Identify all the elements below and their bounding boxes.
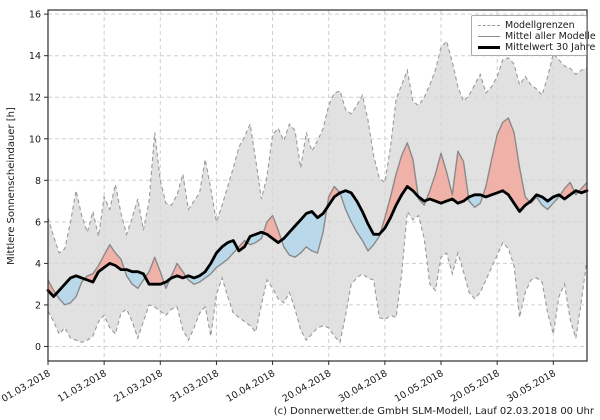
model-range-band [48, 41, 587, 343]
thick-black-line-icon [478, 46, 500, 49]
x-tick-label: 21.03.2018 [112, 368, 165, 405]
y-tick-label: 12 [29, 93, 41, 104]
x-tick-label: 20.05.2018 [449, 368, 502, 405]
y-tick-label: 10 [29, 134, 41, 145]
legend-label: Mittel aller Modelle [505, 31, 596, 42]
x-tick-label: 30.05.2018 [505, 368, 558, 405]
y-tick-label: 4 [35, 259, 41, 270]
plot-border [47, 9, 588, 362]
y-tick-label: 6 [35, 217, 41, 228]
copyright-caption: (c) Donnerwetter.de GmbH SLM-Modell, Lau… [273, 406, 594, 417]
x-tick-label: 31.03.2018 [168, 368, 221, 405]
y-tick-label: 16 [29, 10, 41, 21]
model-range-max-line [47, 40, 588, 254]
x-tick-label: 10.04.2018 [224, 368, 277, 405]
y-axis-label: Mittlere Sonnenscheindauer [h] [6, 107, 17, 265]
legend-item-modellgrenzen: Modellgrenzen [478, 20, 580, 31]
y-tick-label: 8 [35, 176, 41, 187]
x-tick-label: 01.03.2018 [0, 368, 53, 405]
below-normal-fill [56, 190, 579, 305]
legend-label: Modellgrenzen [505, 20, 575, 31]
legend-item-mittel-aller-modelle: Mittel aller Modelle [478, 31, 596, 42]
dashed-line-icon [478, 25, 500, 26]
legend-item-mittelwert-30-jahre: Mittelwert 30 Jahre [478, 42, 595, 53]
x-tick-label: 10.05.2018 [393, 368, 446, 405]
mean-30y-line [46, 185, 589, 299]
x-tick-label: 20.04.2018 [281, 368, 334, 405]
solid-gray-line-icon [478, 36, 500, 37]
model-range-min-line [47, 209, 588, 344]
legend-label: Mittelwert 30 Jahre [505, 42, 596, 53]
y-tick-label: 14 [29, 51, 41, 62]
x-tick-label: 11.03.2018 [56, 368, 109, 405]
legend: Modellgrenzen Mittel aller Modelle Mitte… [471, 15, 596, 56]
x-tick-label: 30.04.2018 [337, 368, 390, 405]
model-mean-line [47, 117, 588, 306]
y-tick-label: 0 [35, 342, 41, 353]
y-tick-label: 2 [35, 300, 41, 311]
